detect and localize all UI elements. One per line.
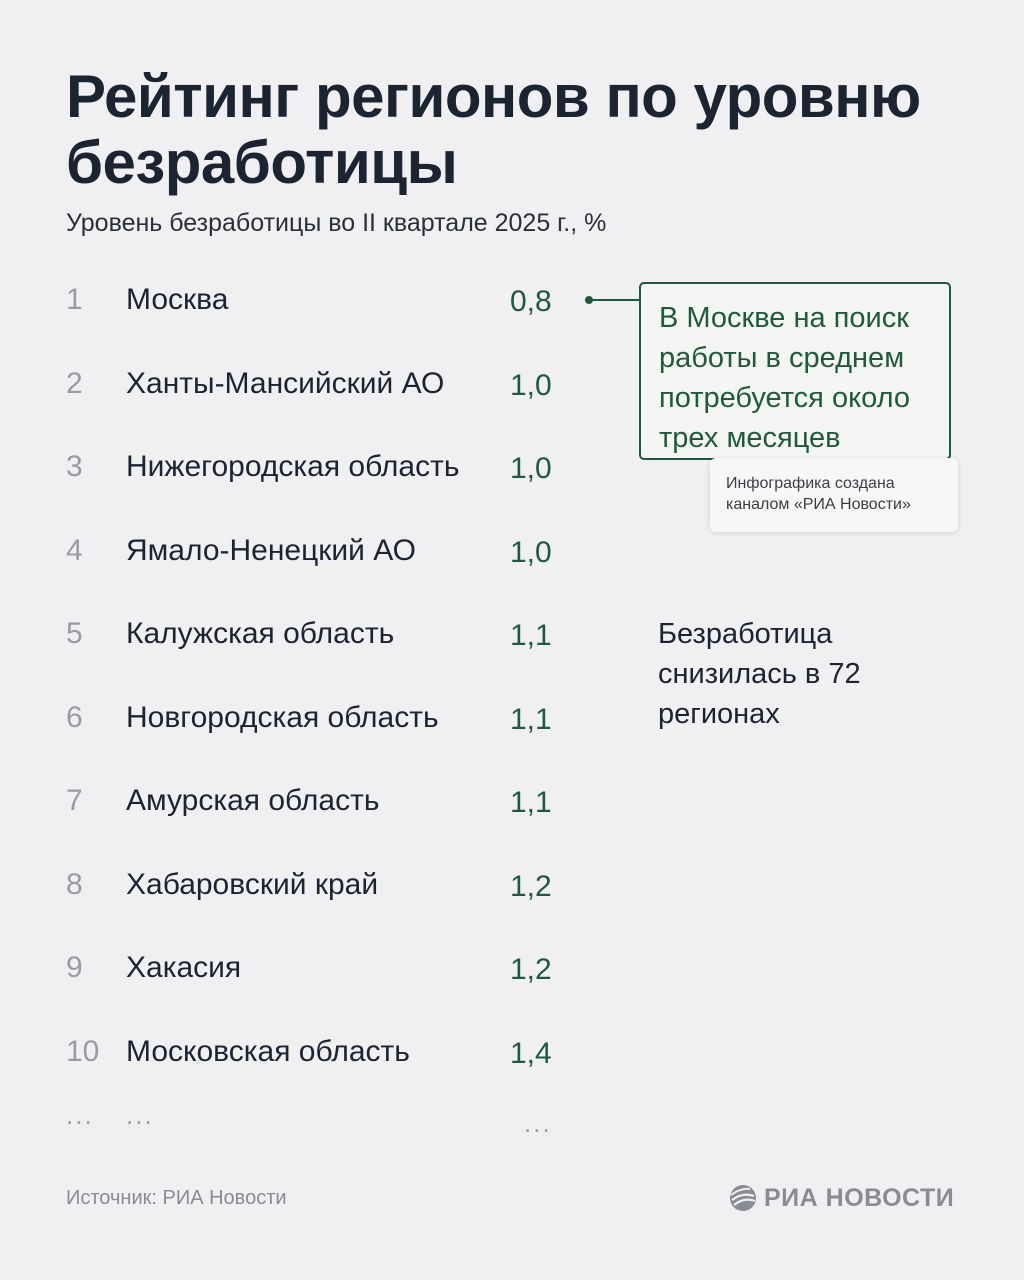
rank-number: 3 [66,450,83,483]
ria-globe-icon [730,1185,756,1211]
region-name: Новгородская область [126,700,439,734]
table-row: 4 Ямало-Ненецкий АО 1,0 [0,531,600,581]
rank-number: 8 [66,867,83,901]
page-subtitle: Уровень безработицы во II квартале 2025 … [66,209,607,237]
source-label: Источник: РИА Новости [66,1187,287,1209]
table-row: 5 Калужская область 1,1 [0,614,600,664]
ellipsis-region: ... [126,1100,154,1130]
rank-number: 7 [66,784,83,817]
rank-number: 10 [66,1034,100,1068]
region-name: Калужская область [126,617,395,650]
table-row: 9 Хакасия 1,2 [0,948,600,998]
table-row: 7 Амурская область 1,1 [0,781,600,831]
ria-logo: РИА НОВОСТИ [728,1180,954,1216]
unemployment-value: 1,1 [510,702,552,736]
ellipsis-value: ... [524,1108,552,1138]
region-name: Хакасия [126,951,242,984]
table-row: 8 Хабаровский край 1,2 [0,865,600,915]
table-row: 3 Нижегородская область 1,0 [0,447,600,497]
ellipsis-rank: ... [66,1100,94,1130]
unemployment-value: 1,1 [510,786,552,819]
table-row: 2 Ханты-Мансийский АО 1,0 [0,364,600,414]
table-row: 1 Москва 0,8 [0,280,600,330]
region-name: Московская область [126,1034,410,1068]
region-name: Хабаровский край [126,867,379,901]
region-name: Ямало-Ненецкий АО [126,533,416,567]
logo-text: РИА НОВОСТИ [764,1183,955,1212]
regions-note: Безработица снизилась в 72 регионах [658,618,861,730]
region-name: Ханты-Мансийский АО [126,366,445,400]
region-name: Нижегородская область [126,450,460,483]
rank-number: 6 [66,700,83,734]
unemployment-value: 0,8 [510,285,552,318]
unemployment-value: 1,4 [510,1036,552,1070]
unemployment-value: 1,2 [510,869,552,903]
unemployment-value: 1,0 [510,535,552,569]
rank-number: 2 [66,366,83,400]
unemployment-value: 1,0 [510,368,552,402]
moscow-callout: В Москве на поиск работы в среднем потре… [639,282,951,460]
region-name: Амурская область [126,784,380,817]
credit-badge: Инфографика создана каналом «РИА Новости… [710,458,958,532]
table-row: 10 Московская область 1,4 [0,1032,600,1082]
rank-number: 4 [66,533,83,567]
rank-number: 5 [66,617,83,650]
unemployment-value: 1,2 [510,953,552,986]
region-name: Москва [126,283,229,316]
rank-number: 1 [66,283,83,316]
rank-number: 9 [66,951,83,984]
unemployment-value: 1,1 [510,619,552,652]
page-title: Рейтинг регионов по уровню безработицы [66,63,921,196]
unemployment-value: 1,0 [510,452,552,485]
table-row: 6 Новгородская область 1,1 [0,698,600,748]
